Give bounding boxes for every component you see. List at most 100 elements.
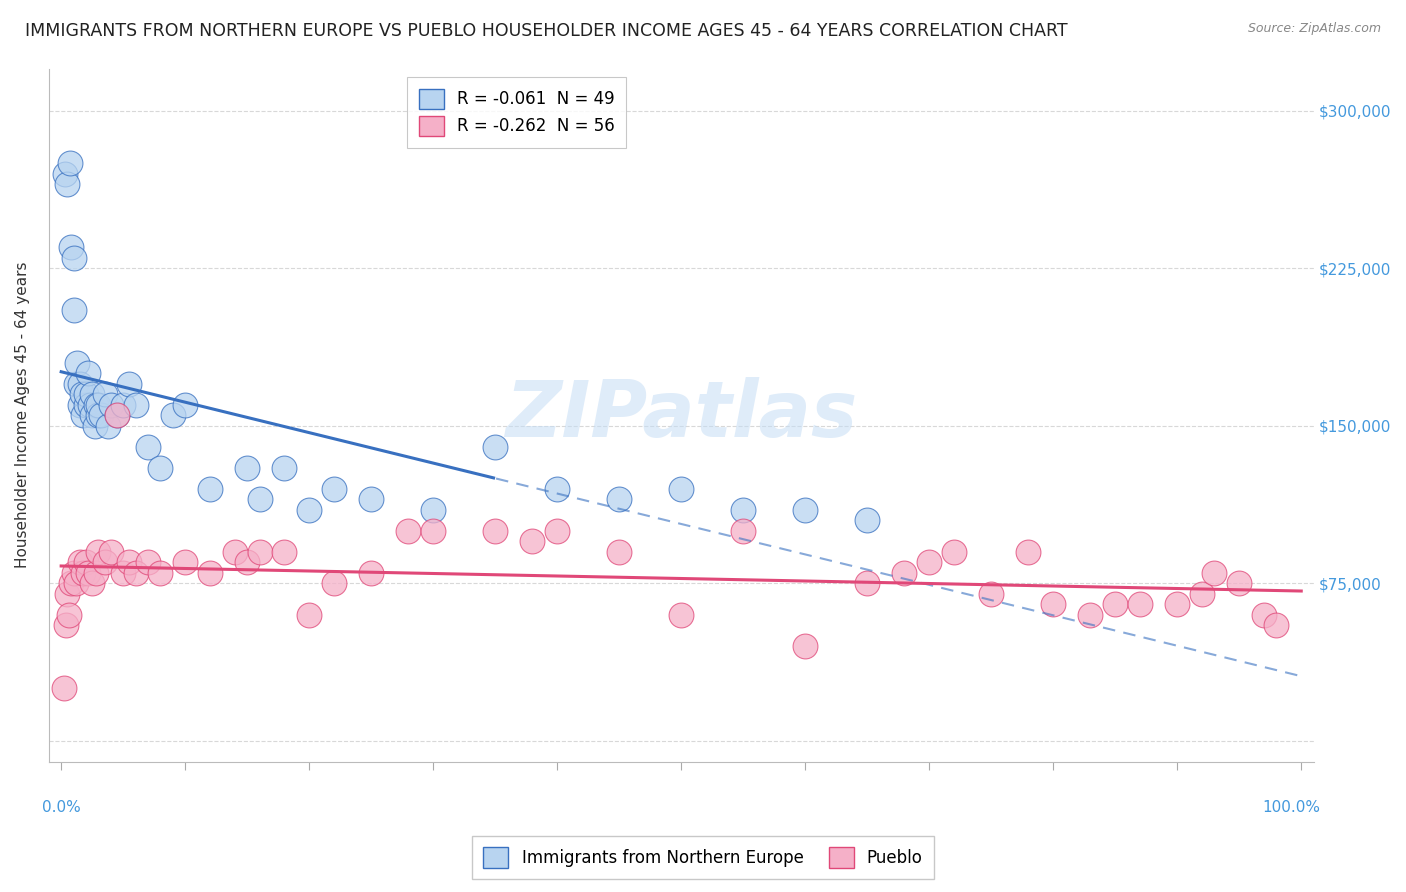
Point xyxy=(77,566,100,580)
Point xyxy=(62,303,84,318)
Point xyxy=(298,607,321,622)
Point xyxy=(1204,566,1226,580)
Point xyxy=(1227,576,1250,591)
Point xyxy=(1166,597,1188,611)
Point xyxy=(136,555,159,569)
Point xyxy=(75,555,97,569)
Point xyxy=(93,387,115,401)
Point xyxy=(82,576,104,591)
Point xyxy=(105,408,128,422)
Point xyxy=(546,524,568,538)
Point xyxy=(360,566,382,580)
Point xyxy=(79,398,101,412)
Point xyxy=(607,492,630,507)
Point xyxy=(124,398,146,412)
Point xyxy=(1080,607,1102,622)
Point xyxy=(1042,597,1064,611)
Point xyxy=(69,376,91,391)
Point xyxy=(298,502,321,516)
Point xyxy=(396,524,419,538)
Point xyxy=(669,607,692,622)
Point xyxy=(669,482,692,496)
Point xyxy=(236,460,259,475)
Point xyxy=(794,502,817,516)
Point xyxy=(90,408,112,422)
Point xyxy=(59,156,82,170)
Point xyxy=(149,566,172,580)
Text: ZIPatlas: ZIPatlas xyxy=(505,377,858,453)
Point xyxy=(72,408,94,422)
Point xyxy=(224,545,246,559)
Point xyxy=(794,639,817,653)
Point xyxy=(55,618,77,632)
Point xyxy=(943,545,966,559)
Point xyxy=(82,387,104,401)
Point xyxy=(149,460,172,475)
Point xyxy=(69,398,91,412)
Point xyxy=(66,356,89,370)
Point xyxy=(60,576,83,591)
Point xyxy=(60,240,83,254)
Point xyxy=(249,492,271,507)
Point xyxy=(249,545,271,559)
Point xyxy=(856,576,879,591)
Point xyxy=(198,566,221,580)
Point xyxy=(87,408,110,422)
Point xyxy=(53,167,76,181)
Point xyxy=(607,545,630,559)
Point xyxy=(56,587,79,601)
Y-axis label: Householder Income Ages 45 - 64 years: Householder Income Ages 45 - 64 years xyxy=(15,262,30,568)
Point xyxy=(273,460,295,475)
Point xyxy=(69,555,91,569)
Point xyxy=(1017,545,1039,559)
Text: 100.0%: 100.0% xyxy=(1263,800,1320,815)
Point xyxy=(52,681,75,696)
Point xyxy=(82,408,104,422)
Point xyxy=(1129,597,1152,611)
Point xyxy=(105,408,128,422)
Point xyxy=(112,566,135,580)
Point xyxy=(93,555,115,569)
Point xyxy=(100,398,122,412)
Point xyxy=(1265,618,1288,632)
Point xyxy=(87,398,110,412)
Point xyxy=(323,576,346,591)
Point xyxy=(136,440,159,454)
Point xyxy=(75,387,97,401)
Point xyxy=(65,376,87,391)
Point xyxy=(84,566,107,580)
Point xyxy=(83,418,105,433)
Text: 0.0%: 0.0% xyxy=(42,800,82,815)
Point xyxy=(124,566,146,580)
Point xyxy=(198,482,221,496)
Point xyxy=(422,502,444,516)
Point xyxy=(273,545,295,559)
Point xyxy=(162,408,184,422)
Point xyxy=(65,576,87,591)
Point xyxy=(1104,597,1126,611)
Point xyxy=(1253,607,1275,622)
Point xyxy=(62,251,84,265)
Point xyxy=(360,492,382,507)
Point xyxy=(733,502,755,516)
Point xyxy=(174,555,197,569)
Point xyxy=(77,366,100,380)
Point xyxy=(174,398,197,412)
Point xyxy=(118,376,141,391)
Point xyxy=(1191,587,1213,601)
Point xyxy=(100,545,122,559)
Point xyxy=(484,440,506,454)
Text: IMMIGRANTS FROM NORTHERN EUROPE VS PUEBLO HOUSEHOLDER INCOME AGES 45 - 64 YEARS : IMMIGRANTS FROM NORTHERN EUROPE VS PUEBL… xyxy=(25,22,1069,40)
Point xyxy=(97,418,120,433)
Point xyxy=(856,513,879,527)
Point xyxy=(87,545,110,559)
Legend: Immigrants from Northern Europe, Pueblo: Immigrants from Northern Europe, Pueblo xyxy=(471,836,935,880)
Point xyxy=(112,398,135,412)
Point xyxy=(733,524,755,538)
Point xyxy=(918,555,941,569)
Point xyxy=(546,482,568,496)
Point xyxy=(236,555,259,569)
Point xyxy=(75,398,97,412)
Point xyxy=(893,566,915,580)
Point xyxy=(70,387,93,401)
